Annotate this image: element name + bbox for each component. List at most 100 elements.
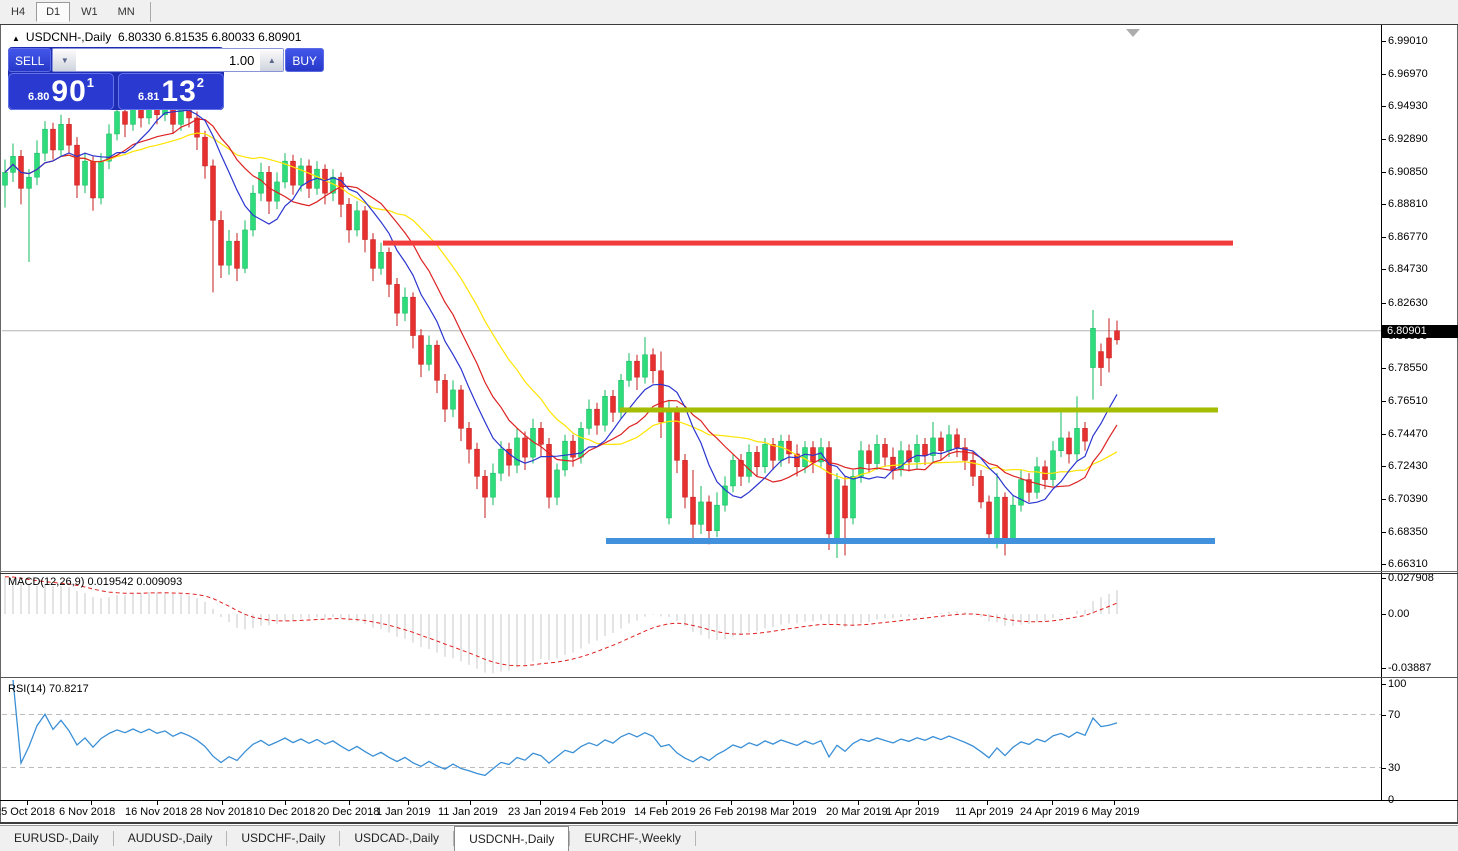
candle-body [82,160,88,186]
candle-body [202,136,208,167]
date-label: 11 Apr 2019 [955,806,1014,818]
candle-body [50,128,56,151]
chart-tab-usdcnhdaily[interactable]: USDCNH-,Daily [454,826,570,851]
macd-axis-label-tick [1382,614,1386,615]
candle-body [258,172,264,194]
buy-button[interactable]: BUY [285,48,325,72]
candle-body [722,485,728,506]
tab-divider [694,831,696,846]
candle-body [1106,337,1112,359]
rsi-axis-label-tick [1382,715,1386,716]
candle-body [602,396,608,426]
price-axis-label: 6.66310 [1388,558,1428,570]
chart-tab-eurchfweekly[interactable]: EURCHF-,Weekly [584,831,681,845]
chart-tab-usdcaddaily[interactable]: USDCAD-,Daily [354,831,440,845]
candle-body [426,344,432,365]
macd-axis-label-tick [1382,578,1386,579]
candle-body [266,172,272,202]
date-tick [470,801,471,805]
price-axis-label-tick [1382,368,1386,369]
price-axis-label: 6.90850 [1388,166,1428,178]
price-axis-label-tick [1382,41,1386,42]
chart-tab-audusddaily[interactable]: AUDUSD-,Daily [127,831,213,845]
candle-body [242,229,248,269]
date-label: 1 Apr 2019 [886,806,940,818]
candle-body [922,444,928,456]
price-axis-label: 6.88810 [1388,198,1428,210]
volume-input[interactable] [76,49,261,71]
rsi-pane-splitter[interactable] [0,677,1458,678]
candle-body [378,252,384,269]
timeframe-tab-mn[interactable]: MN [117,6,135,18]
candle-body [610,396,616,413]
chart-tabs-bar: EURUSD-,Daily AUDUSD-,Daily USDCHF-,Daily U… [0,826,1458,851]
candle-body [938,437,944,452]
candle-body [586,408,592,429]
chart-shift-marker-icon[interactable] [1126,29,1140,37]
candle-body [754,452,760,468]
candle-body [114,111,120,135]
tabbar-top-line [0,825,1458,826]
candle-body [994,496,1000,540]
price-axis-label-tick [1382,564,1386,565]
price-axis-label: 6.82630 [1388,297,1428,309]
candle-body [370,239,376,269]
candle-body [746,452,752,477]
buy-price-box[interactable]: 6.81 13 2 [118,73,224,110]
chart-tab-eurusddaily[interactable]: EURUSD-,Daily [14,831,99,845]
candle-body [346,204,352,231]
timeframe-tab-w1[interactable]: W1 [81,6,98,18]
sell-price-sup: 1 [86,75,95,90]
candle-body [802,447,808,468]
candle-body [1114,330,1120,341]
date-tick [666,801,667,805]
candle-body [978,476,984,503]
sell-price-box[interactable]: 6.80 90 1 [8,73,114,110]
volume-increase-button[interactable]: ▲ [260,49,284,71]
candle-body [306,165,312,189]
date-tick [285,801,286,805]
main-price-pane[interactable] [2,85,1381,558]
candle-body [730,460,736,487]
candle-body [634,360,640,378]
macd-pane[interactable] [4,576,1118,674]
chart-tab-usdchfdaily[interactable]: USDCHF-,Daily [241,831,326,845]
candle-body [298,165,304,186]
candle-body [290,160,296,186]
candle-body [858,450,864,477]
candle-body [762,444,768,468]
price-axis-label-tick [1382,172,1386,173]
candle-body [122,111,128,125]
candle-body [394,284,400,314]
macd-axis-label-tick [1382,668,1386,669]
candle-body [1018,479,1024,506]
date-label: 6 Nov 2018 [59,806,116,818]
candle-body [250,192,256,231]
sell-button[interactable]: SELL [8,48,52,72]
candle-body [786,440,792,455]
rsi-pane[interactable] [2,680,1381,777]
timeframe-tab-h4[interactable]: H4 [11,6,26,18]
candle-body [26,176,32,189]
tab-divider [453,831,455,846]
date-tick [222,801,223,805]
macd-pane-splitter[interactable] [0,571,1458,572]
date-label: 26 Feb 2019 [699,806,761,818]
candle-body [778,440,784,461]
volume-decrease-button[interactable]: ▼ [53,49,77,71]
symbol-collapse-arrow-icon[interactable]: ▲ [12,34,20,43]
candle-body [90,160,96,199]
candle-body [402,296,408,314]
buy-price-small: 6.81 [137,91,160,103]
candle-body [498,448,504,474]
date-label: 25 Oct 2018 [0,806,55,818]
timeframe-tab-d1[interactable]: D1 [36,2,71,22]
macd-pane-splitter-line [0,573,1458,574]
candle-body [506,448,512,466]
candle-body [706,501,712,532]
candle-body [682,460,688,498]
tab-divider [112,831,114,846]
candle-body [458,389,464,429]
tab-divider [569,831,571,846]
